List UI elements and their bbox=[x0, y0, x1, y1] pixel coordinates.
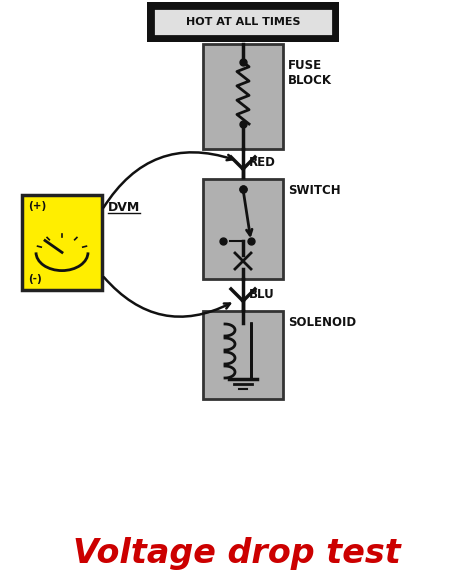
Text: SWITCH: SWITCH bbox=[288, 184, 341, 197]
Text: Voltage drop test: Voltage drop test bbox=[73, 537, 401, 570]
Bar bbox=[153, 8, 333, 36]
Bar bbox=[203, 311, 283, 399]
Text: BLU: BLU bbox=[249, 288, 275, 300]
Text: DVM: DVM bbox=[108, 201, 140, 214]
Bar bbox=[203, 44, 283, 149]
Text: (+): (+) bbox=[28, 201, 46, 211]
Text: HOT AT ALL TIMES: HOT AT ALL TIMES bbox=[186, 17, 300, 27]
Bar bbox=[22, 195, 102, 290]
Text: FUSE
BLOCK: FUSE BLOCK bbox=[288, 59, 332, 87]
Text: (-): (-) bbox=[28, 274, 42, 284]
Text: RED: RED bbox=[249, 157, 276, 169]
Bar bbox=[147, 2, 339, 42]
Text: SOLENOID: SOLENOID bbox=[288, 316, 356, 329]
Bar bbox=[203, 179, 283, 279]
